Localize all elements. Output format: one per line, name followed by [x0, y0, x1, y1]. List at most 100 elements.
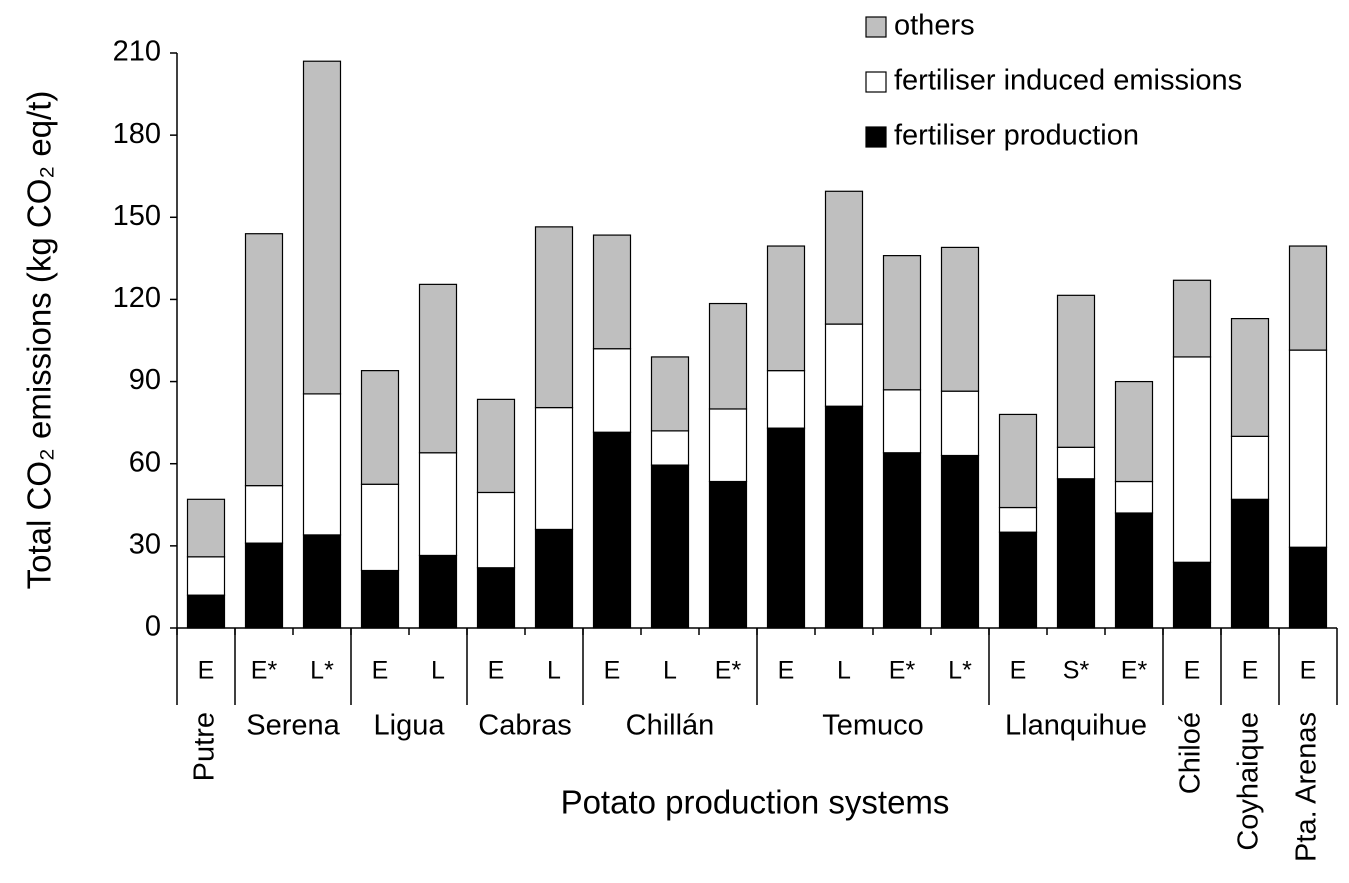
y-tick-label: 150 [113, 200, 161, 232]
y-tick-label: 210 [113, 36, 161, 68]
bar-segment [360, 569, 400, 629]
x-tick-label: E* [1121, 657, 1148, 685]
x-tick-label: S* [1063, 657, 1090, 685]
group-label: Putre [189, 712, 221, 781]
bar-segment [940, 390, 980, 457]
bar-segment [534, 406, 574, 531]
y-tick-label: 0 [145, 611, 161, 643]
x-tick-label: E* [889, 657, 916, 685]
x-tick-label: E [604, 657, 621, 685]
bar-segment [244, 233, 284, 487]
group-label: Temuco [822, 710, 924, 742]
bar-segment [1172, 279, 1212, 358]
x-tick-label: L [547, 657, 561, 685]
bar-segment [244, 542, 284, 629]
bar-segment [1172, 356, 1212, 563]
bar-segment [882, 255, 922, 391]
bar-segment [418, 554, 458, 629]
x-axis-title: Potato production systems [561, 784, 950, 821]
x-tick-label: E [1242, 657, 1259, 685]
legend-swatch [865, 126, 887, 148]
x-tick-label: E [372, 657, 389, 685]
group-label: Coyhaique [1233, 712, 1265, 851]
bar-segment [244, 485, 284, 544]
bar-segment [998, 413, 1038, 509]
bar-segment [418, 283, 458, 454]
x-tick-label: E* [715, 657, 742, 685]
bar-segment [360, 370, 400, 485]
x-tick-label: L [431, 657, 445, 685]
bar-segment [1172, 561, 1212, 629]
group-label: Chiloé [1175, 712, 1207, 794]
bar-segment [476, 398, 516, 494]
y-tick-label: 120 [113, 282, 161, 314]
bar-segment [186, 594, 226, 629]
bar-segment [824, 190, 864, 325]
x-tick-label: E [488, 657, 505, 685]
x-tick-label: E [1300, 657, 1317, 685]
legend-label: fertiliser induced emissions [894, 65, 1242, 97]
group-label: Serena [246, 710, 340, 742]
group-label: Pta. Arenas [1291, 712, 1323, 862]
bar-segment [302, 60, 342, 395]
bar-segment [360, 483, 400, 572]
bar-segment [882, 452, 922, 629]
x-tick-label: L [837, 657, 851, 685]
bar-segment [534, 528, 574, 629]
bar-segment [650, 430, 690, 466]
bar-segment [940, 454, 980, 629]
bar-segment [1230, 435, 1270, 500]
bar-segment [1230, 498, 1270, 629]
bar-segment [766, 245, 806, 372]
group-label: Ligua [374, 710, 446, 742]
x-tick-label: L [663, 657, 677, 685]
bar-segment [650, 356, 690, 432]
bar-segment [476, 491, 516, 569]
bar-segment [592, 431, 632, 629]
bar-segment [708, 302, 748, 410]
y-axis-title: Total CO₂ emissions (kg CO₂ eq/t) [21, 91, 58, 590]
x-tick-label: L* [948, 657, 972, 685]
bar-segment [1230, 317, 1270, 437]
bar-segment [1114, 480, 1154, 514]
legend-label: fertiliser production [894, 120, 1139, 152]
group-label: Chillán [626, 710, 715, 742]
bar-segment [998, 506, 1038, 533]
bar-segment [1056, 478, 1096, 629]
x-tick-label: E* [251, 657, 278, 685]
bar-segment [766, 427, 806, 629]
bar-segment [708, 408, 748, 483]
y-tick-label: 90 [129, 364, 161, 396]
bar-segment [882, 389, 922, 454]
x-tick-label: E [1010, 657, 1027, 685]
bar-segment [1288, 546, 1328, 629]
bar-segment [1114, 512, 1154, 629]
bar-segment [186, 498, 226, 558]
x-tick-label: E [1184, 657, 1201, 685]
bar-segment [534, 226, 574, 409]
legend-swatch [865, 16, 887, 38]
y-tick-label: 180 [113, 118, 161, 150]
bar-segment [708, 480, 748, 629]
bar-segment [824, 323, 864, 407]
bar-segment [1056, 294, 1096, 448]
bar-segment [766, 370, 806, 429]
legend-label: others [894, 10, 975, 42]
bar-segment [1288, 245, 1328, 351]
y-tick-label: 30 [129, 529, 161, 561]
bar-segment [302, 534, 342, 629]
bar-segment [998, 531, 1038, 629]
bar-segment [940, 246, 980, 392]
legend-swatch [865, 71, 887, 93]
bar-segment [186, 556, 226, 596]
group-label: Cabras [478, 710, 572, 742]
bar-segment [592, 234, 632, 350]
x-tick-label: E [198, 657, 215, 685]
bar-segment [1288, 349, 1328, 548]
bar-segment [650, 464, 690, 629]
bar-segment [824, 405, 864, 629]
bar-segment [302, 393, 342, 536]
bar-segment [476, 567, 516, 629]
bar-segment [1056, 446, 1096, 480]
